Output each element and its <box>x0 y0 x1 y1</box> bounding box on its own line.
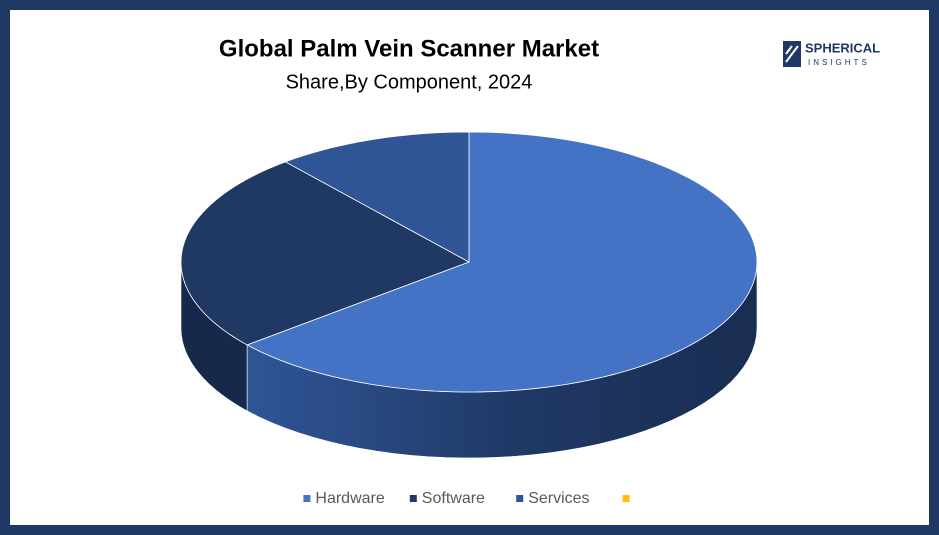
logo: SPHERICAL INSIGHTS <box>783 40 880 67</box>
legend-swatch <box>622 495 630 502</box>
slice <box>284 131 470 263</box>
legend-label: Hardware <box>315 490 384 507</box>
legend-swatch <box>409 495 417 502</box>
legend-label: Software <box>422 490 485 507</box>
slice <box>180 161 470 346</box>
slice <box>246 131 758 393</box>
logo-text: SPHERICAL <box>805 40 880 55</box>
legend-swatch <box>303 495 311 502</box>
chart-title: Global Palm Vein Scanner Market <box>219 35 599 62</box>
legend-label: Services <box>528 490 589 507</box>
chart-subtitle: Share,By Component, 2024 <box>286 71 533 93</box>
logo-icon-mark <box>785 45 799 63</box>
legend-swatch <box>516 495 524 502</box>
logo-subtext: INSIGHTS <box>808 58 870 67</box>
